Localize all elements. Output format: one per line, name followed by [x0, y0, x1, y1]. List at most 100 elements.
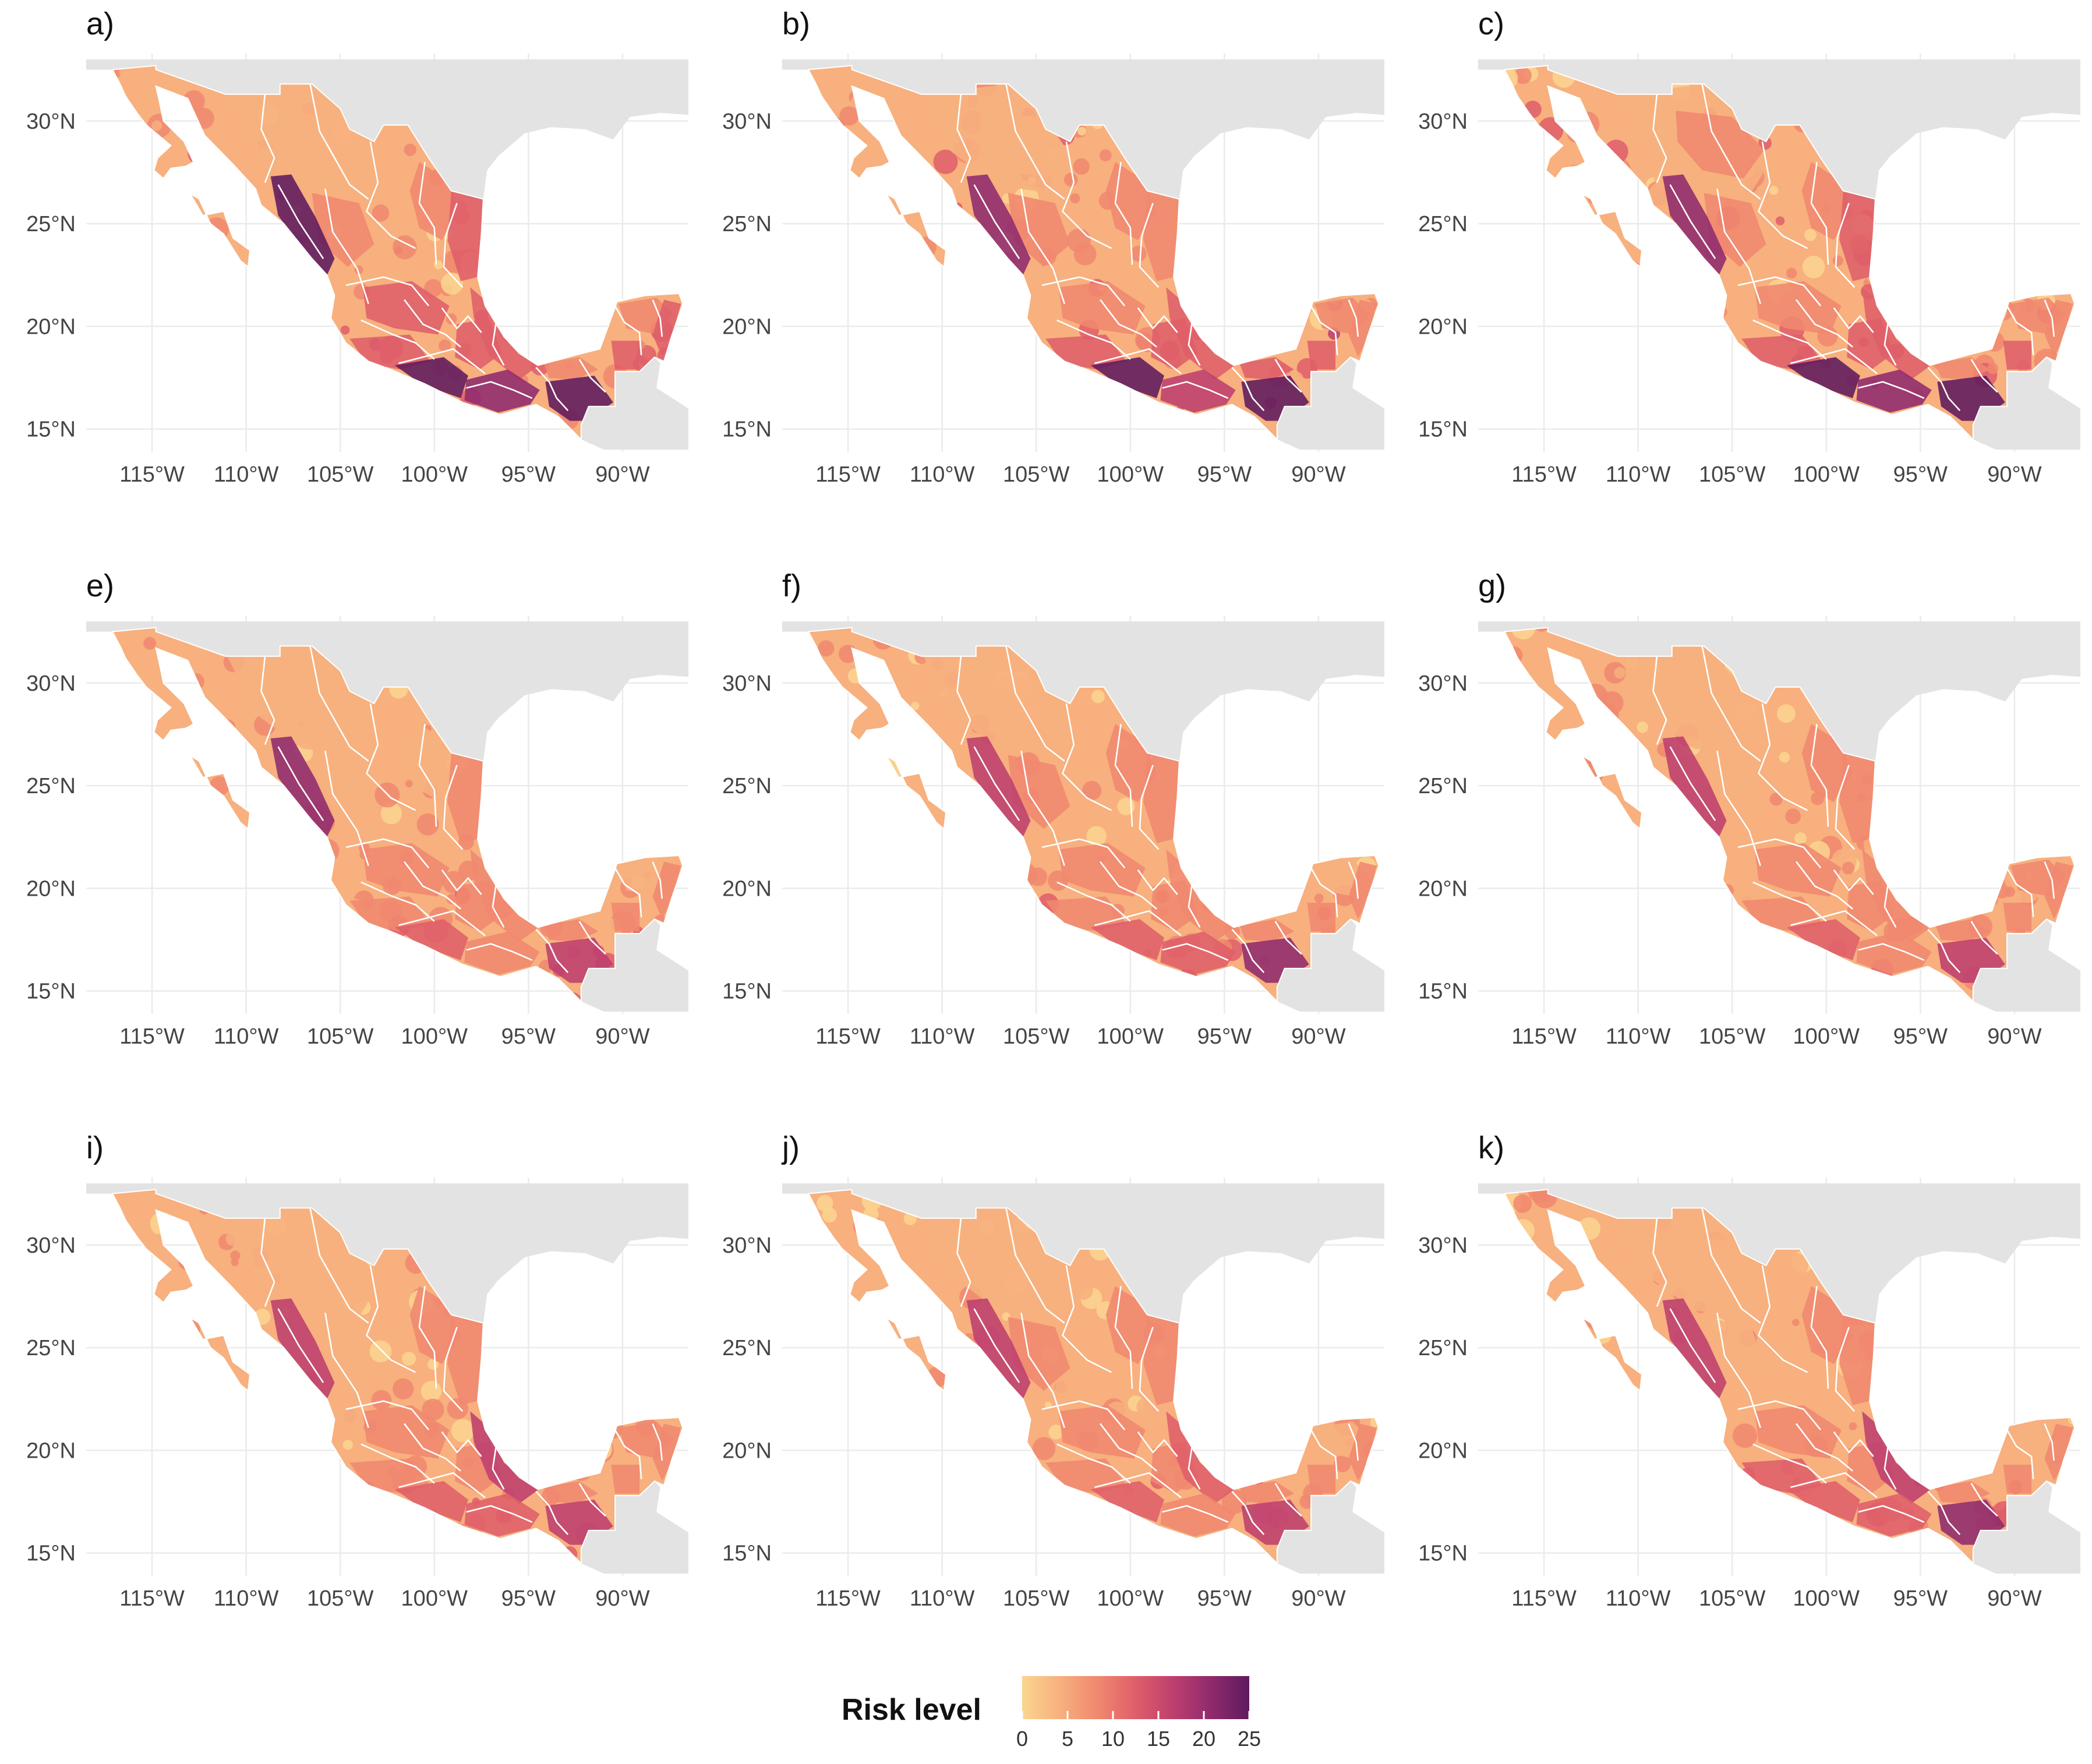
risk-cell [2054, 281, 2065, 291]
state-border [1835, 765, 1856, 850]
risk-cell [1701, 327, 1718, 344]
risk-cell [1610, 1389, 1620, 1399]
risk-cell [847, 668, 863, 684]
risk-cell [212, 807, 223, 819]
risk-cell [1959, 193, 1979, 213]
risk-cell [1646, 1301, 1655, 1310]
risk-cell [930, 847, 953, 872]
x-tick-label: 90°W [1987, 1024, 2041, 1049]
risk-cell [1312, 1296, 1330, 1314]
risk-cell [914, 1424, 924, 1434]
risk-cell [1545, 824, 1566, 845]
risk-region [464, 931, 540, 975]
risk-cell [575, 1333, 595, 1352]
risk-cell [1331, 115, 1354, 139]
risk-cell [1833, 275, 1851, 294]
state-border [324, 750, 369, 867]
risk-cell [94, 1494, 105, 1505]
risk-cell [1559, 385, 1574, 401]
risk-cell [907, 815, 924, 832]
risk-cell [1617, 210, 1625, 218]
risk-cell [1656, 413, 1671, 427]
y-tick-label: 20°N [722, 876, 772, 901]
risk-cell [1376, 694, 1379, 705]
state-border [1752, 881, 1827, 922]
risk-cell [250, 269, 274, 293]
risk-cell [115, 799, 135, 819]
state-border [361, 319, 435, 360]
risk-cell [1220, 322, 1235, 337]
state-border [441, 307, 482, 333]
risk-cell [314, 839, 340, 863]
state-border [1310, 867, 1338, 917]
risk-cell [1676, 277, 1690, 292]
risk-cell [539, 754, 547, 762]
x-tick-label: 95°W [1893, 1024, 1948, 1049]
risk-cell [1571, 1325, 1596, 1351]
risk-cell [1564, 249, 1572, 257]
risk-cell [272, 340, 298, 365]
risk-cell [167, 335, 190, 358]
risk-cell [1504, 1414, 1526, 1437]
state-border [1833, 869, 1874, 895]
risk-cell [1344, 1355, 1352, 1364]
risk-cell [124, 909, 133, 918]
risk-cell [970, 877, 991, 897]
risk-cell [340, 325, 350, 335]
risk-cell [1605, 157, 1631, 183]
state-border [1758, 1265, 1808, 1373]
risk-region [1059, 1405, 1146, 1459]
risk-cell [1546, 1314, 1562, 1330]
risk-cell [151, 120, 162, 131]
risk-cell [210, 854, 220, 863]
risk-cell [1615, 922, 1632, 939]
risk-cell [112, 919, 136, 945]
risk-cell [681, 939, 683, 950]
risk-cell [1521, 270, 1543, 292]
risk-cell [2055, 200, 2066, 211]
risk-cell [1941, 1315, 1949, 1323]
risk-cell [649, 150, 660, 161]
risk-cell [1065, 1293, 1078, 1306]
risk-cell [1254, 715, 1266, 726]
risk-cell [1904, 760, 1921, 777]
x-tick-label: 110°W [1606, 1586, 1671, 1611]
risk-cell [1865, 1557, 1885, 1564]
risk-cell [1546, 777, 1570, 801]
state-border [1758, 141, 1808, 249]
risk-cell [1377, 792, 1379, 805]
y-tick-label: 30°N [1418, 109, 1468, 134]
risk-region [447, 190, 483, 281]
state-border [492, 1444, 505, 1490]
risk-cell [211, 327, 231, 347]
state-border [1062, 1265, 1112, 1373]
risk-cell [938, 1522, 955, 1539]
state-border [1883, 320, 1897, 366]
risk-cell [218, 394, 225, 402]
risk-cell [1171, 1544, 1193, 1564]
risk-cell [776, 254, 789, 267]
y-tick-label: 15°N [1418, 1542, 1468, 1566]
risk-cell [623, 185, 642, 205]
state-border [1737, 276, 1822, 307]
state-border [309, 646, 369, 762]
risk-cell [405, 780, 413, 787]
panel-label: a) [86, 6, 115, 41]
x-tick-label: 105°W [1699, 462, 1766, 487]
risk-cell [1573, 369, 1595, 390]
risk-cell [670, 711, 683, 724]
risk-cell [1666, 354, 1692, 379]
risk-cell [201, 1292, 224, 1315]
state-border [443, 1327, 464, 1412]
state-border [1162, 381, 1229, 399]
risk-cell [1097, 1536, 1113, 1552]
risk-cell [248, 1005, 259, 1016]
risk-cell [2029, 241, 2041, 253]
risk-cell [175, 255, 201, 281]
risk-cell [1274, 836, 1296, 858]
risk-cell [1722, 1470, 1747, 1495]
risk-cell [1571, 1539, 1580, 1547]
risk-cell [242, 1332, 265, 1355]
risk-cell [1508, 1304, 1529, 1325]
x-tick-label: 95°W [501, 462, 556, 487]
